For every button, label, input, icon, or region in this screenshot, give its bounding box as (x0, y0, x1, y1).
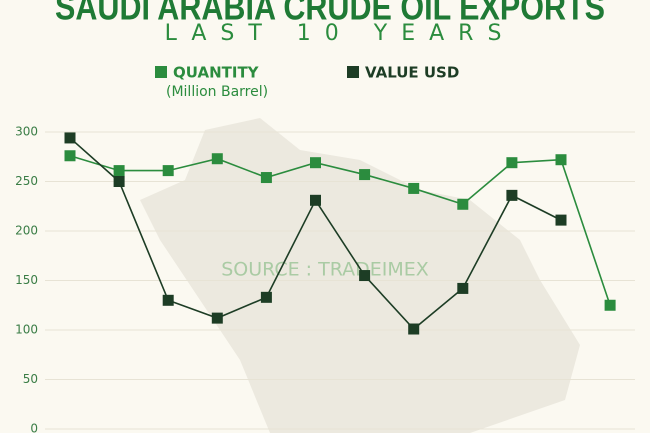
series-line (69, 154, 611, 306)
legend: QUANTITY (Million Barrel) VALUE USD (155, 64, 459, 100)
marker (359, 270, 371, 282)
chart-subtitle: LAST 10 YEARS (165, 21, 516, 46)
y-tick-label: 150 (15, 273, 38, 287)
marker (555, 214, 567, 226)
marker (310, 194, 321, 206)
watermark: SOURCE : TRADEIMEX (221, 259, 429, 281)
marker (113, 176, 125, 187)
legend-label: VALUE USD (365, 64, 459, 82)
marker (64, 132, 76, 144)
marker (555, 154, 567, 166)
marker (211, 153, 223, 165)
y-tick-label: 250 (15, 174, 38, 188)
marker (64, 150, 76, 162)
marker (162, 294, 174, 306)
marker (457, 282, 469, 294)
y-tick-label: 200 (15, 224, 38, 238)
marker (604, 299, 616, 311)
marker (162, 165, 174, 177)
marker (260, 172, 272, 184)
legend-swatch (347, 66, 359, 78)
y-tick-label: 50 (23, 372, 38, 386)
y-tick-label: 0 (30, 422, 38, 433)
marker (211, 312, 223, 324)
chart-title: SAUDI ARABIA CRUDE OIL EXPORTS (55, 0, 605, 28)
marker (113, 165, 125, 177)
legend-label: QUANTITY (173, 64, 260, 82)
y-tick-label: 300 (15, 125, 38, 139)
marker (408, 323, 420, 335)
y-tick-label: 100 (15, 323, 38, 337)
marker (359, 169, 371, 181)
marker (506, 157, 518, 169)
marker (260, 291, 272, 303)
legend-unit: (Million Barrel) (166, 84, 268, 100)
marker (457, 198, 469, 210)
marker (408, 182, 420, 194)
marker (310, 157, 321, 169)
legend-swatch (155, 66, 167, 78)
marker (506, 189, 518, 201)
